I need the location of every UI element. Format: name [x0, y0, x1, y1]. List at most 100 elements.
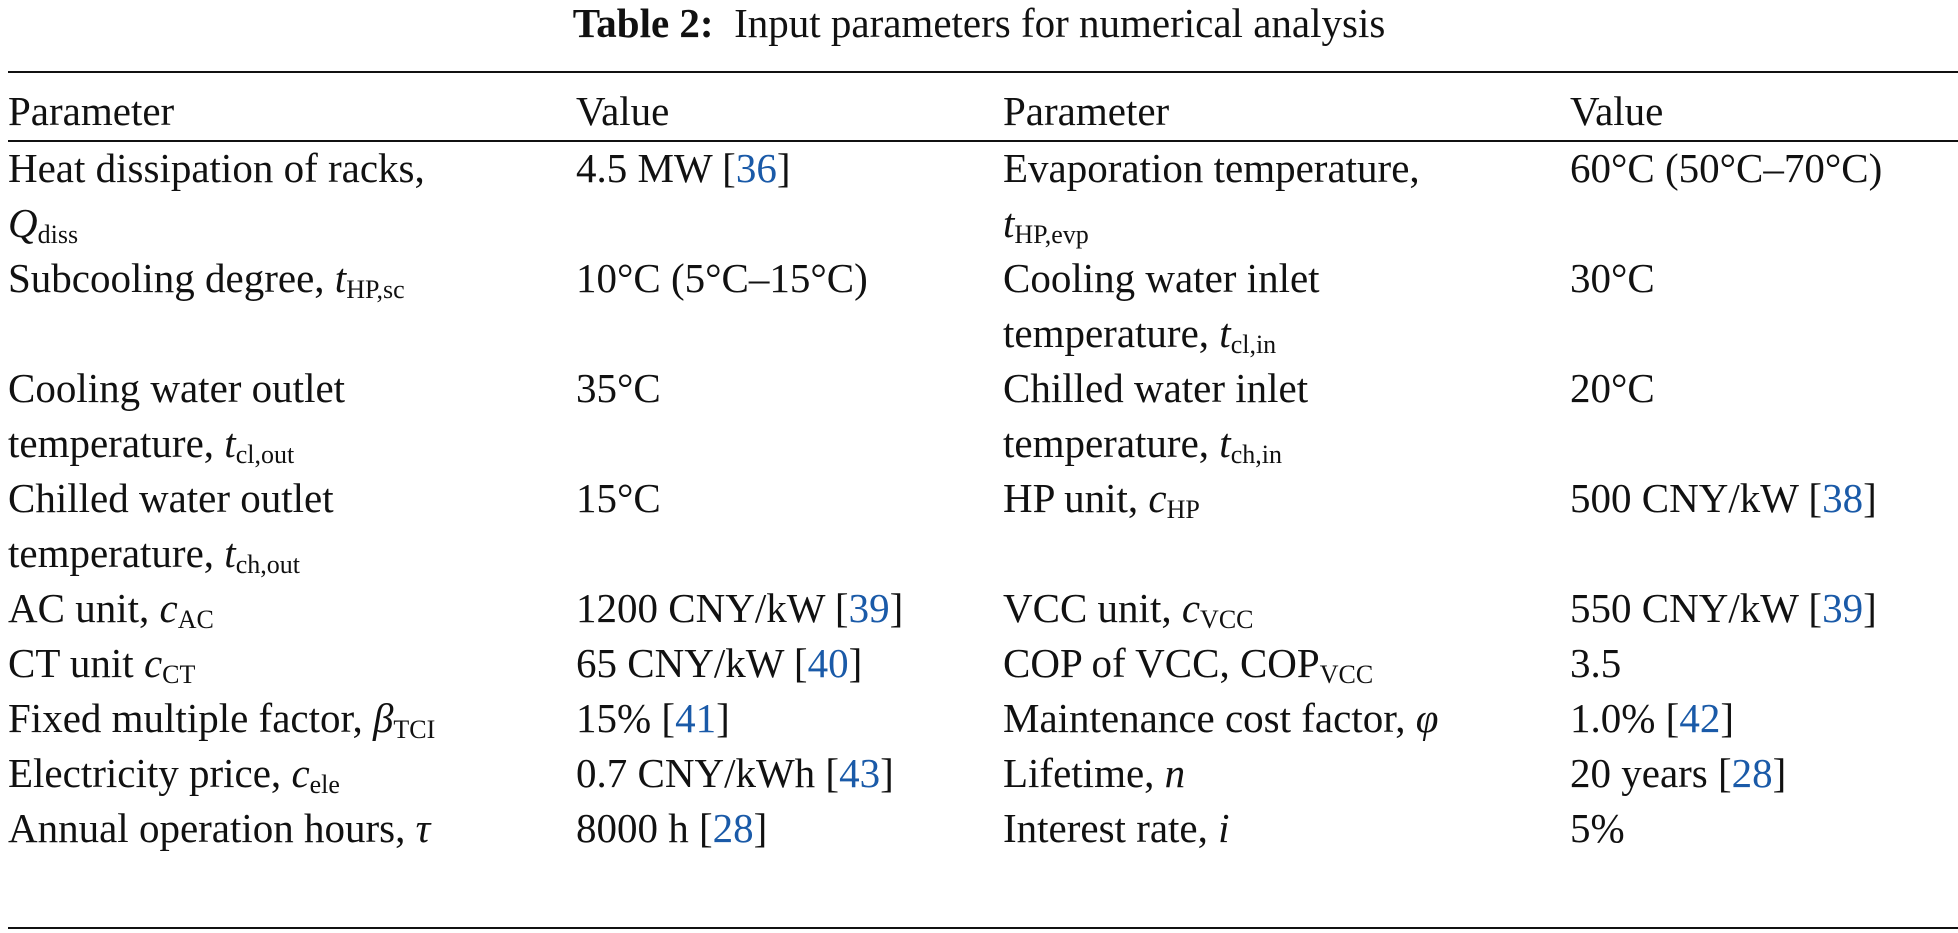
table-bottom-rule [8, 927, 1958, 929]
parameter-symbol: t [1219, 420, 1231, 466]
parameter-symbol: c [1181, 585, 1201, 631]
parameter-subscript: diss [37, 220, 79, 249]
parameter-subscript: ch,in [1230, 440, 1282, 469]
value-cell: 500 CNY/kW [38] [1570, 471, 1958, 581]
value-cell: 15% [41] [576, 691, 1003, 746]
value-text: 0.7 CNY/kWh [ [576, 750, 840, 796]
value-text-close: ] [1772, 750, 1787, 796]
parameter-text: HP unit, [1003, 475, 1149, 521]
value-text: 5% [1570, 805, 1625, 851]
reference-link[interactable]: 39 [848, 585, 890, 631]
parameter-symbol: c [143, 640, 163, 686]
parameter-text: Fixed multiple factor, [8, 695, 373, 741]
parameter-text-line2: temperature, [8, 420, 225, 466]
reference-link[interactable]: 41 [675, 695, 717, 741]
parameter-symbol: Q [8, 200, 38, 246]
reference-link[interactable]: 28 [712, 805, 754, 851]
parameter-subscript: HP,sc [346, 275, 405, 304]
parameter-cell: Electricity price, cele [8, 746, 576, 801]
value-text-close: ] [1863, 585, 1877, 631]
value-text: 30°C [1570, 255, 1655, 301]
parameter-symbol: φ [1415, 695, 1439, 741]
reference-link[interactable]: 43 [839, 750, 881, 796]
header-parameter-left: Parameter [8, 88, 175, 134]
value-text: 35°C [576, 365, 661, 411]
parameter-symbol: c [159, 585, 178, 631]
value-text-close: ] [753, 805, 768, 851]
parameter-subscript: CT [162, 660, 196, 689]
parameter-cell: COP of VCC, COPVCC [1003, 636, 1570, 691]
table-caption: Table 2: Input parameters for numerical … [0, 0, 1958, 46]
parameter-subscript: ch,out [235, 550, 300, 579]
parameter-cell: Cooling water outlet temperature, tcl,ou… [8, 361, 576, 471]
value-text: 500 CNY/kW [ [1570, 475, 1823, 521]
value-text-close: ] [1863, 475, 1877, 521]
parameter-cell: Lifetime, n [1003, 746, 1570, 801]
value-text: 550 CNY/kW [ [1570, 585, 1823, 631]
parameter-text: CT unit [8, 640, 144, 686]
table-row: Subcooling degree, tHP,sc 10°C (5°C–15°C… [8, 251, 1958, 361]
value-text: 20 years [ [1570, 750, 1732, 796]
parameter-text: Maintenance cost factor, [1003, 695, 1416, 741]
reference-link[interactable]: 39 [1822, 585, 1864, 631]
value-text-close: ] [880, 750, 894, 796]
table-row: CT unit cCT 65 CNY/kW [40] COP of VCC, C… [8, 636, 1958, 691]
parameter-symbol: c [291, 750, 310, 796]
parameter-symbol: t [224, 420, 236, 466]
parameter-symbol: t [224, 530, 236, 576]
value-cell: 8000 h [28] [576, 801, 1003, 856]
reference-link[interactable]: 36 [735, 145, 777, 191]
parameters-table: Parameter Value Parameter Value Heat dis… [8, 74, 1958, 856]
table-row: Fixed multiple factor, βTCI 15% [41] Mai… [8, 691, 1958, 746]
parameter-text: Chilled water inlet [1003, 365, 1309, 411]
value-text: 15% [ [576, 695, 676, 741]
parameter-subscript: cl,out [235, 440, 295, 469]
value-cell: 1200 CNY/kW [39] [576, 581, 1003, 636]
table-header-rule [8, 140, 1958, 142]
reference-link[interactable]: 42 [1679, 695, 1721, 741]
value-text: 65 CNY/kW [ [576, 640, 808, 686]
value-cell: 65 CNY/kW [40] [576, 636, 1003, 691]
parameter-text-line2: temperature, [1003, 310, 1220, 356]
parameter-text: Evaporation temperature, [1003, 145, 1420, 191]
value-cell: 35°C [576, 361, 1003, 471]
parameter-cell: CT unit cCT [8, 636, 576, 691]
reference-link[interactable]: 28 [1731, 750, 1773, 796]
table-header-row: Parameter Value Parameter Value [8, 74, 1958, 141]
parameter-cell: Heat dissipation of racks, Qdiss [8, 141, 576, 251]
value-text: 3.5 [1570, 640, 1622, 686]
parameter-symbol: i [1218, 805, 1230, 851]
parameter-text: Cooling water inlet [1003, 255, 1320, 301]
parameter-symbol: t [334, 255, 347, 301]
parameter-cell: Interest rate, i [1003, 801, 1570, 856]
parameter-text-line2: temperature, [8, 530, 225, 576]
value-cell: 60°C (50°C–70°C) [1570, 141, 1958, 251]
header-value-right: Value [1570, 88, 1664, 134]
table-row: Annual operation hours, τ 8000 h [28] In… [8, 801, 1958, 856]
parameter-text: AC unit, [8, 585, 160, 631]
parameter-text: VCC unit, [1003, 585, 1182, 631]
parameter-cell: Fixed multiple factor, βTCI [8, 691, 576, 746]
value-text: 15°C [576, 475, 661, 521]
parameter-text: Annual operation hours, [8, 805, 416, 851]
value-cell: 1.0% [42] [1570, 691, 1958, 746]
value-cell: 4.5 MW [36] [576, 141, 1003, 251]
parameter-subscript: VCC [1319, 660, 1374, 689]
value-text-close: ] [889, 585, 904, 631]
value-cell: 15°C [576, 471, 1003, 581]
table-row: Heat dissipation of racks, Qdiss 4.5 MW … [8, 141, 1958, 251]
parameter-symbol: c [1148, 475, 1167, 521]
value-cell: 10°C (5°C–15°C) [576, 251, 1003, 361]
parameter-text: COP of VCC, COP [1003, 640, 1320, 686]
reference-link[interactable]: 40 [807, 640, 849, 686]
parameter-symbol: t [1003, 200, 1015, 246]
value-text: 20°C [1570, 365, 1655, 411]
parameter-cell: Annual operation hours, τ [8, 801, 576, 856]
reference-link[interactable]: 38 [1822, 475, 1864, 521]
value-text: 10°C (5°C–15°C) [576, 255, 868, 301]
value-cell: 0.7 CNY/kWh [43] [576, 746, 1003, 801]
parameter-cell: Chilled water inlet temperature, tch,in [1003, 361, 1570, 471]
value-text: 60°C (50°C–70°C) [1570, 145, 1883, 191]
parameter-cell: Cooling water inlet temperature, tcl,in [1003, 251, 1570, 361]
value-text-close: ] [1720, 695, 1734, 741]
